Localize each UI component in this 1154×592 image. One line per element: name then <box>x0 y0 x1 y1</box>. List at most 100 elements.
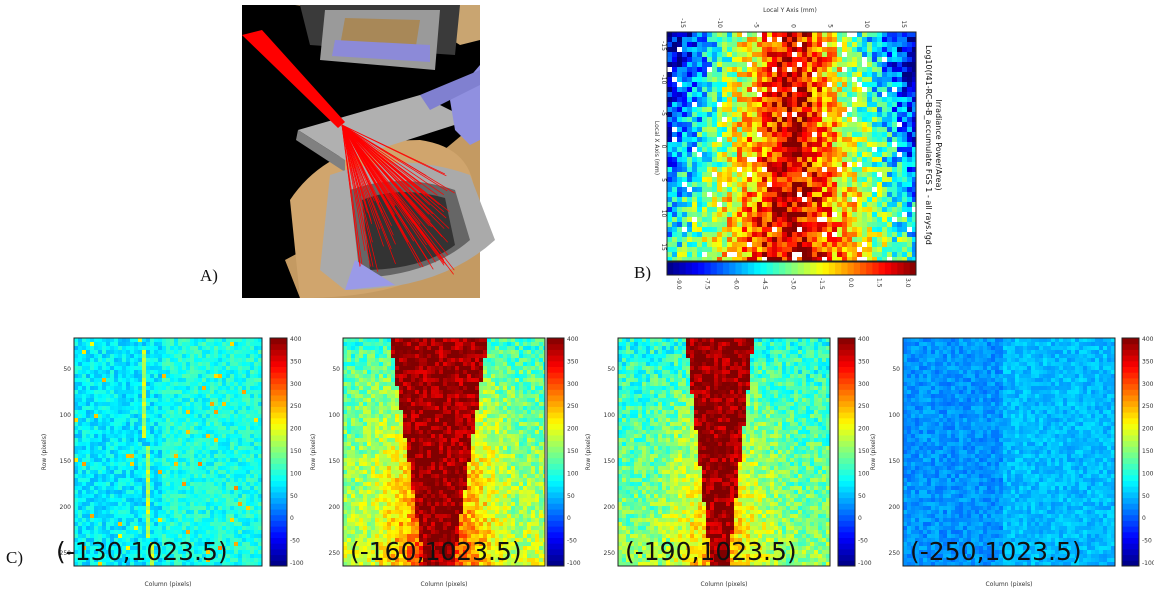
heatmap-cell <box>697 92 702 97</box>
heatmap-cell <box>712 152 717 157</box>
heatmap-cell <box>687 127 692 132</box>
heatmap-cell <box>882 182 887 187</box>
heatmap-cell <box>206 518 210 522</box>
heatmap-cell <box>817 207 822 212</box>
heatmap-cell <box>226 366 230 370</box>
heatmap-cell <box>234 354 238 358</box>
heatmap-cell <box>162 450 166 454</box>
heatmap-cell <box>712 47 717 52</box>
heatmap-cell <box>702 52 707 57</box>
heatmap-cell <box>122 474 126 478</box>
heatmap-cell <box>186 502 190 506</box>
heatmap-cell <box>214 442 218 446</box>
heatmap-cell <box>712 107 717 112</box>
heatmap-cell <box>146 390 150 394</box>
heatmap-cell <box>254 414 258 418</box>
heatmap-cell <box>170 454 174 458</box>
heatmap-cell <box>74 478 78 482</box>
heatmap-cell <box>682 57 687 62</box>
heatmap-cell <box>732 92 737 97</box>
heatmap-cell <box>902 132 907 137</box>
heatmap-cell <box>792 127 797 132</box>
heatmap-cell <box>86 426 90 430</box>
heatmap-cell <box>134 506 138 510</box>
heatmap-cell <box>158 378 162 382</box>
heatmap-cell <box>852 192 857 197</box>
heatmap-cell <box>162 494 166 498</box>
heatmap-cell <box>86 494 90 498</box>
heatmap-cell <box>222 478 226 482</box>
heatmap-cell <box>162 418 166 422</box>
heatmap-cell <box>182 526 186 530</box>
heatmap-cell <box>807 152 812 157</box>
heatmap-cell <box>907 62 912 67</box>
heatmap-cell <box>118 362 122 366</box>
heatmap-cell <box>154 342 158 346</box>
heatmap-cell <box>146 490 150 494</box>
heatmap-cell <box>178 486 182 490</box>
heatmap-cell <box>837 132 842 137</box>
heatmap-cell <box>166 354 170 358</box>
heatmap-cell <box>857 202 862 207</box>
heatmap-cell <box>202 394 206 398</box>
heatmap-cell <box>106 458 110 462</box>
heatmap-cell <box>246 398 250 402</box>
heatmap-cell <box>792 112 797 117</box>
heatmap-cell <box>737 242 742 247</box>
heatmap-cell <box>872 37 877 42</box>
heatmap-cell <box>872 202 877 207</box>
heatmap-cell <box>82 458 86 462</box>
heatmap-cell <box>214 338 218 342</box>
heatmap-cell <box>190 390 194 394</box>
heatmap-cell <box>118 494 122 498</box>
heatmap-cell <box>677 222 682 227</box>
heatmap-cell <box>170 518 174 522</box>
heatmap-cell <box>672 182 677 187</box>
heatmap-cell <box>667 137 672 142</box>
heatmap-cell <box>94 426 98 430</box>
heatmap-cell <box>832 182 837 187</box>
heatmap-cell <box>82 498 86 502</box>
heatmap-cell <box>98 438 102 442</box>
heatmap-cell <box>178 450 182 454</box>
heatmap-cell <box>707 122 712 127</box>
heatmap-cell <box>118 486 122 490</box>
heatmap-cell <box>782 137 787 142</box>
heatmap-cell <box>98 510 102 514</box>
heatmap-cell <box>194 414 198 418</box>
heatmap-cell <box>842 197 847 202</box>
heatmap-cell <box>837 192 842 197</box>
heatmap-cell <box>246 434 250 438</box>
heatmap-cell <box>697 167 702 172</box>
heatmap-cell <box>198 338 202 342</box>
heatmap-cell <box>682 222 687 227</box>
heatmap-cell <box>747 212 752 217</box>
heatmap-cell <box>707 47 712 52</box>
heatmap-cell <box>134 462 138 466</box>
heatmap-cell <box>742 127 747 132</box>
heatmap-cell <box>110 414 114 418</box>
heatmap-cell <box>174 426 178 430</box>
panel-label: A) <box>200 266 218 285</box>
heatmap-cell <box>742 242 747 247</box>
heatmap-cell <box>682 67 687 72</box>
heatmap-cell <box>82 450 86 454</box>
heatmap-cell <box>138 366 142 370</box>
heatmap-cell <box>222 522 226 526</box>
heatmap-cell <box>226 442 230 446</box>
heatmap-cell <box>737 97 742 102</box>
heatmap-cell <box>807 127 812 132</box>
heatmap-cell <box>106 506 110 510</box>
heatmap-cell <box>712 57 717 62</box>
heatmap-cell <box>150 514 154 518</box>
heatmap-cell <box>747 87 752 92</box>
heatmap-cell <box>106 394 110 398</box>
heatmap-cell <box>867 252 872 257</box>
heatmap-cell <box>146 430 150 434</box>
heatmap-cell <box>682 227 687 232</box>
heatmap-cell <box>837 232 842 237</box>
heatmap-cell <box>687 252 692 257</box>
heatmap-cell <box>90 522 94 526</box>
heatmap-cell <box>802 167 807 172</box>
heatmap-cell <box>712 227 717 232</box>
